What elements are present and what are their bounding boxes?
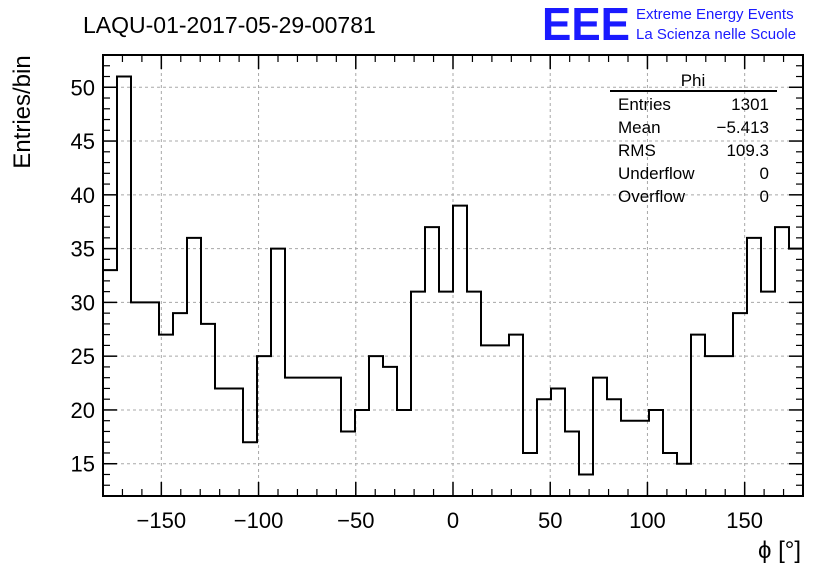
y-tick-label: 40 xyxy=(71,183,95,208)
logo-line-1: Extreme Energy Events xyxy=(636,6,794,23)
y-tick-label: 15 xyxy=(71,452,95,477)
y-tick-label: 25 xyxy=(71,344,95,369)
stats-row-value: 1301 xyxy=(731,95,769,114)
x-tick-label: 100 xyxy=(629,508,666,533)
x-tick-label: 50 xyxy=(538,508,562,533)
y-tick-label: 45 xyxy=(71,129,95,154)
x-tick-label: −50 xyxy=(337,508,374,533)
stats-row-value: −5.413 xyxy=(717,118,769,137)
stats-row-value: 0 xyxy=(760,187,769,206)
stats-row-label: Overflow xyxy=(618,187,686,206)
y-tick-label: 30 xyxy=(71,290,95,315)
chart-title: LAQU-01-2017-05-29-00781 xyxy=(83,12,376,38)
logo-line-2: La Scienza nelle Scuole xyxy=(636,26,796,43)
stats-box-title: Phi xyxy=(681,71,706,90)
logo: EEE Extreme Energy Events La Scienza nel… xyxy=(542,0,796,50)
stats-row-value: 109.3 xyxy=(726,141,769,160)
y-tick-label: 20 xyxy=(71,398,95,423)
y-tick-label: 35 xyxy=(71,237,95,262)
x-tick-label: 0 xyxy=(447,508,459,533)
x-tick-label: −100 xyxy=(234,508,284,533)
eee-logo-mark: EEE xyxy=(542,0,630,50)
histogram-line xyxy=(103,75,803,476)
y-tick-label: 50 xyxy=(71,75,95,100)
stats-row-label: Entries xyxy=(618,95,671,114)
x-axis-label: ϕ [°] xyxy=(758,537,801,564)
stats-box: Phi Entries 1301 Mean −5.413 RMS 109.3 Underfl… xyxy=(610,71,777,206)
x-tick-label: 150 xyxy=(726,508,763,533)
axis-ticks: −150 −100 −50 0 50 100 150 15 20 25 30 35 40 45 50 xyxy=(71,54,803,533)
stats-row-label: Underflow xyxy=(618,164,695,183)
stats-row-value: 0 xyxy=(760,164,769,183)
x-tick-label: −150 xyxy=(137,508,187,533)
stats-row-label: RMS xyxy=(618,141,656,160)
y-axis-label: Entries/bin xyxy=(9,55,36,168)
stats-rows: Entries 1301 Mean −5.413 RMS 109.3 Underflow 0 O… xyxy=(618,95,769,206)
stats-row-label: Mean xyxy=(618,118,661,137)
